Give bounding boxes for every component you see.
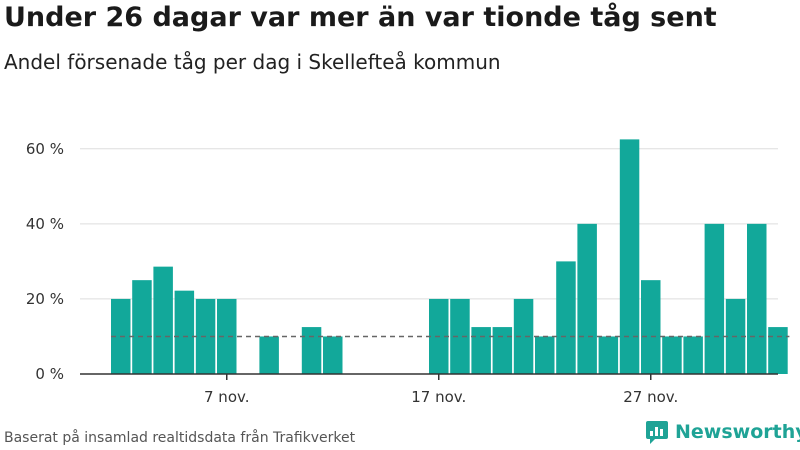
- bar: [768, 327, 788, 374]
- bar: [513, 298, 534, 374]
- y-tick-label: 60 %: [26, 140, 64, 158]
- bar: [577, 223, 597, 374]
- y-tick-label: 20 %: [26, 290, 64, 308]
- source-note: Baserat på insamlad realtidsdata från Tr…: [4, 430, 356, 446]
- x-tick-label: 27 nov.: [623, 388, 678, 406]
- bar: [217, 298, 237, 374]
- chart-subtitle: Andel försenade tåg per dag i Skellefteå…: [4, 50, 501, 74]
- axes: 0 % 20 % 40 % 60 % 7 nov. 17 nov. 27 nov.: [26, 140, 778, 406]
- bar: [450, 298, 470, 374]
- gridlines: [80, 148, 778, 300]
- x-tick-label: 17 nov.: [411, 388, 466, 406]
- bars: [111, 139, 788, 374]
- brand-logo: Newsworthy: [645, 419, 800, 445]
- bar: [492, 327, 513, 374]
- brand-name: Newsworthy: [675, 421, 800, 443]
- newsworthy-logo-icon: [646, 421, 668, 444]
- x-tick-label: 7 nov.: [204, 388, 249, 406]
- y-tick-label: 40 %: [26, 215, 64, 233]
- bar: [301, 327, 322, 374]
- bar: [471, 327, 491, 374]
- bar-chart: 0 % 20 % 40 % 60 % 7 nov. 17 nov. 27 nov.: [26, 139, 790, 406]
- y-tick-label: 0 %: [35, 365, 64, 383]
- bar: [641, 280, 661, 374]
- bar: [662, 336, 682, 374]
- bar: [323, 336, 343, 374]
- bar: [556, 261, 576, 374]
- chart-title: Under 26 dagar var mer än var tionde tåg…: [4, 2, 717, 33]
- bar: [153, 266, 173, 374]
- bar: [132, 280, 152, 374]
- bar: [747, 223, 767, 374]
- bar: [704, 223, 725, 374]
- bar: [535, 336, 555, 374]
- bar: [174, 290, 195, 374]
- bar: [683, 336, 703, 374]
- bar: [619, 139, 640, 374]
- bar: [598, 336, 619, 374]
- bar: [259, 336, 279, 374]
